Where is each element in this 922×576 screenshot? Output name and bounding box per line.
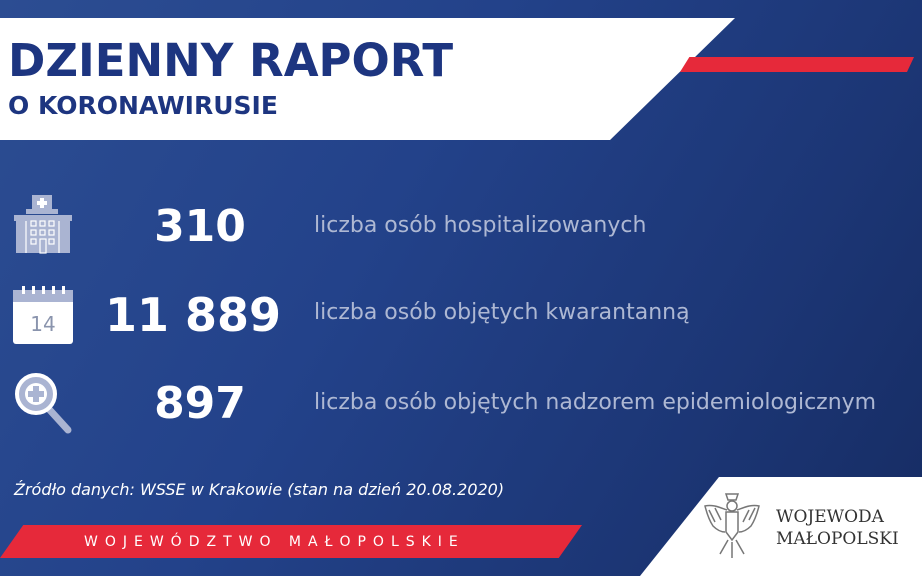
magnifier-plus-icon bbox=[15, 373, 72, 434]
stat-label: liczba osób hospitalizowanych bbox=[314, 213, 647, 238]
eagle-emblem-icon bbox=[704, 493, 760, 558]
region-banner: WOJEWÓDZTWO MAŁOPOLSKIE bbox=[0, 525, 582, 558]
page-subtitle: O KORONAWIRUSIE bbox=[8, 91, 278, 120]
stat-value: 310 bbox=[154, 201, 246, 252]
red-stripe bbox=[680, 57, 914, 72]
calendar-icon: 14 bbox=[12, 284, 74, 346]
data-source: Źródło danych: WSSE w Krakowie (stan na … bbox=[14, 480, 505, 499]
page-title: DZIENNY RAPORT bbox=[8, 34, 454, 87]
stat-row-quarantine: 14 11 889 liczba osób objętych kwarantan… bbox=[0, 282, 922, 352]
hospital-icon bbox=[14, 195, 72, 254]
logo-line-1: WOJEWODA bbox=[776, 507, 884, 527]
calendar-day: 14 bbox=[30, 312, 56, 336]
stat-label: liczba osób objętych kwarantanną bbox=[314, 300, 690, 325]
logo-text: WOJEWODA MAŁOPOLSKI bbox=[776, 506, 899, 550]
header-band bbox=[0, 18, 735, 140]
region-banner-text: WOJEWÓDZTWO MAŁOPOLSKIE bbox=[84, 534, 465, 550]
stat-value: 11 889 bbox=[104, 288, 282, 342]
stat-label: liczba osób objętych nadzorem epidemiolo… bbox=[314, 390, 877, 415]
logo-line-2: MAŁOPOLSKI bbox=[776, 529, 899, 549]
stat-row-supervision: 897 liczba osób objętych nadzorem epidem… bbox=[0, 370, 922, 440]
stat-value: 897 bbox=[154, 378, 246, 429]
stat-row-hospitalized: 310 liczba osób hospitalizowanych bbox=[0, 193, 922, 263]
